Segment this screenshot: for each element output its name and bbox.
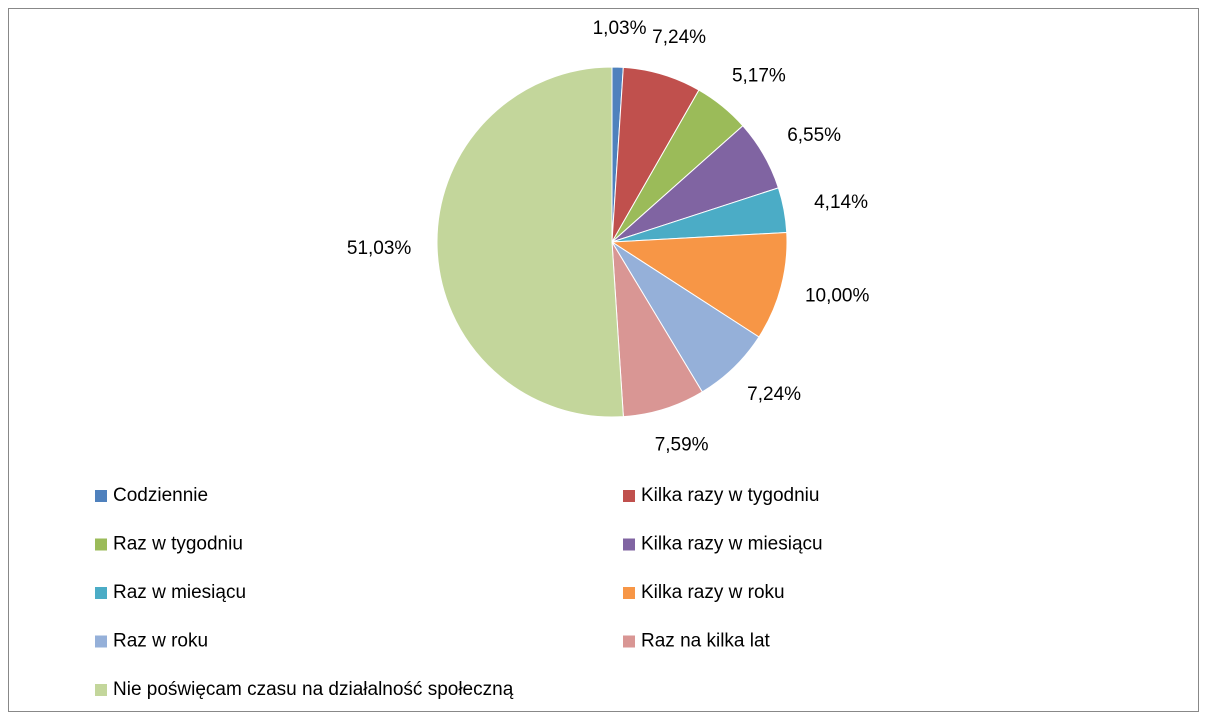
legend-label: Codziennie (113, 485, 208, 506)
data-label: 7,24% (747, 384, 801, 405)
data-label: 7,59% (655, 434, 709, 455)
legend-label: Kilka razy w miesiącu (641, 534, 823, 555)
legend-label: Raz w tygodniu (113, 534, 243, 555)
legend-swatch (623, 587, 635, 599)
data-label: 4,14% (814, 192, 868, 213)
data-label: 51,03% (347, 238, 412, 259)
data-label: 5,17% (732, 66, 786, 87)
data-label: 6,55% (787, 125, 841, 146)
legend-swatch (95, 538, 107, 551)
data-label: 1,03% (593, 18, 647, 39)
legend-label: Kilka razy w tygodniu (641, 485, 819, 506)
pie-slice (436, 66, 624, 418)
legend-swatch (95, 635, 107, 648)
legend-label: Raz w roku (113, 631, 208, 652)
legend-swatch (623, 538, 635, 551)
legend-swatch (623, 490, 635, 502)
legend-swatch (95, 587, 107, 599)
data-label: 10,00% (805, 286, 870, 307)
data-label: 7,24% (652, 27, 706, 48)
legend-label: Nie poświęcam czasu na działalność społe… (113, 679, 514, 700)
pie-slice (610, 231, 788, 338)
legend-label: Raz w miesiącu (113, 582, 246, 603)
legend-label: Raz na kilka lat (641, 631, 771, 652)
legend-swatch (95, 490, 107, 502)
legend-label: Kilka razy w roku (641, 582, 785, 603)
legend-swatch (95, 684, 107, 696)
legend-swatch (623, 635, 635, 648)
